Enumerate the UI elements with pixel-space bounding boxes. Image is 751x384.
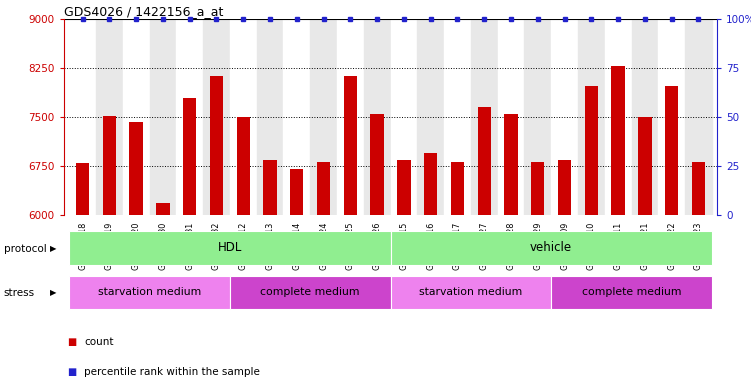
Bar [344, 76, 357, 215]
Text: stress: stress [4, 288, 35, 298]
Bar [605, 19, 632, 215]
Bar [203, 19, 230, 215]
Bar [176, 19, 203, 215]
Bar [149, 19, 176, 215]
Bar [397, 160, 411, 215]
Bar [122, 19, 149, 215]
Bar [685, 19, 712, 215]
Text: vehicle: vehicle [530, 242, 572, 255]
Bar [524, 19, 551, 215]
Bar [424, 153, 437, 215]
Text: ■: ■ [68, 367, 77, 377]
Bar [257, 19, 283, 215]
Text: starvation medium: starvation medium [419, 287, 523, 297]
Bar [638, 117, 652, 215]
Bar [578, 19, 605, 215]
Bar [478, 108, 491, 215]
Bar [531, 162, 544, 215]
Bar [129, 122, 143, 215]
Bar [230, 276, 391, 309]
Bar [96, 19, 122, 215]
Bar [659, 19, 685, 215]
Bar [69, 19, 96, 215]
Bar [665, 86, 678, 215]
Text: ■: ■ [68, 337, 77, 347]
Text: percentile rank within the sample: percentile rank within the sample [84, 367, 260, 377]
Text: ▶: ▶ [50, 288, 57, 297]
Bar [363, 19, 391, 215]
Bar [310, 19, 337, 215]
Bar [471, 19, 498, 215]
Text: protocol: protocol [4, 243, 47, 254]
Bar [444, 19, 471, 215]
Bar [237, 117, 250, 215]
Bar [391, 19, 418, 215]
Bar [69, 276, 230, 309]
Bar [551, 19, 578, 215]
Bar [551, 276, 712, 309]
Bar [69, 232, 391, 265]
Text: GDS4026 / 1422156_a_at: GDS4026 / 1422156_a_at [64, 5, 223, 18]
Bar [391, 276, 551, 309]
Bar [498, 19, 524, 215]
Bar [391, 232, 712, 265]
Bar [103, 116, 116, 215]
Bar [611, 66, 625, 215]
Bar [283, 19, 310, 215]
Text: HDL: HDL [218, 242, 242, 255]
Bar [632, 19, 659, 215]
Bar [585, 86, 598, 215]
Bar [210, 76, 223, 215]
Bar [264, 160, 276, 215]
Bar [418, 19, 444, 215]
Bar [76, 163, 89, 215]
Bar [337, 19, 363, 215]
Bar [156, 203, 170, 215]
Text: ▶: ▶ [50, 244, 57, 253]
Text: count: count [84, 337, 113, 347]
Bar [370, 114, 384, 215]
Text: complete medium: complete medium [261, 287, 360, 297]
Bar [451, 162, 464, 215]
Bar [230, 19, 257, 215]
Text: complete medium: complete medium [582, 287, 681, 297]
Text: starvation medium: starvation medium [98, 287, 201, 297]
Bar [290, 169, 303, 215]
Bar [317, 162, 330, 215]
Bar [183, 98, 196, 215]
Bar [558, 160, 572, 215]
Bar [505, 114, 517, 215]
Bar [692, 162, 705, 215]
